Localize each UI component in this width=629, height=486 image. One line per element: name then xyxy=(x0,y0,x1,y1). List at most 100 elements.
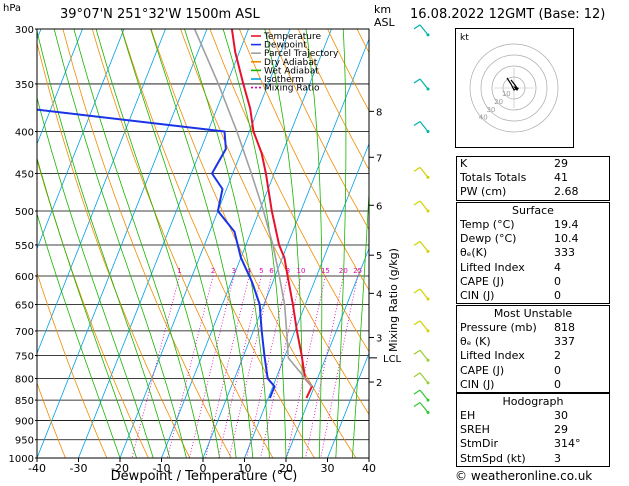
isotherm xyxy=(202,38,369,458)
wet-adiabat xyxy=(305,29,323,458)
mixing-ratio-label: 4 xyxy=(247,267,252,275)
wet-adiabat xyxy=(37,96,154,458)
most-unstable-table: Most Unstable Pressure (mb) 818 θₑ (K) 337… xyxy=(456,305,610,393)
km-label: km xyxy=(374,3,392,16)
mixing-ratio-label: 20 xyxy=(339,267,348,275)
mixing-ratio-line xyxy=(167,275,214,458)
wind-barb-dot xyxy=(426,297,430,301)
mu-row: CIN (J) 0 xyxy=(460,377,561,391)
km-tick-label: 7 xyxy=(376,153,382,164)
mu-row: Lifted Index 2 xyxy=(460,349,561,363)
hodograph-unit: kt xyxy=(460,33,469,43)
pressure-unit-label: hPa xyxy=(3,3,22,14)
mixing-ratio-line xyxy=(246,275,289,458)
wind-barb-flag xyxy=(413,288,421,294)
km-tick-label: 5 xyxy=(376,251,382,262)
surface-row: Temp (°C) 19.4 xyxy=(460,218,579,231)
pressure-tick-label: 700 xyxy=(15,327,34,338)
mixing-ratio-label: 1 xyxy=(177,267,181,275)
wind-barb xyxy=(419,402,429,413)
dry-adiabat xyxy=(150,29,357,458)
isotherm xyxy=(327,352,369,458)
grid-layer: 1 2 3 4 5 6 8 10 15 20 25 xyxy=(37,29,629,458)
surface-row: CIN (J) 0 xyxy=(460,288,561,302)
surface-table: Surface Temp (°C) 19.4 Dewp (°C) 10.4 θₑ(K… xyxy=(456,202,610,305)
dry-adiabat xyxy=(37,271,108,458)
surface-row: Lifted Index 4 xyxy=(460,260,561,274)
wind-barb-dot xyxy=(426,249,430,253)
mixing-ratio-label: 8 xyxy=(286,267,290,275)
temp-tick-label: 20 xyxy=(279,462,293,475)
legend-entry: Dry Adiabat xyxy=(264,58,318,68)
mu-row: Pressure (mb) 818 xyxy=(460,321,575,334)
wind-barb-flag xyxy=(413,166,421,172)
mixing-ratio-axis-label: Mixing Ratio (g/kg) xyxy=(387,248,400,352)
wind-barb-dot xyxy=(426,33,430,37)
dry-adiabat xyxy=(37,41,191,458)
wind-barb-dot xyxy=(426,329,430,333)
most-unstable-title: Most Unstable xyxy=(493,307,573,320)
pressure-tick-label: 1000 xyxy=(9,454,34,465)
mu-row: θₑ (K) 337 xyxy=(460,335,575,349)
wind-barb-dot xyxy=(426,410,430,414)
asl-label: ASL xyxy=(374,16,395,29)
wind-barb xyxy=(419,121,429,132)
series-layer xyxy=(37,29,313,399)
wind-barb-flag xyxy=(413,78,421,84)
isotherm xyxy=(161,29,332,458)
surface-row: Dewp (°C) 10.4 xyxy=(460,232,579,246)
temp-tick-label: 40 xyxy=(362,462,376,475)
mixing-ratio-line xyxy=(218,275,262,458)
mixing-ratio-line xyxy=(205,275,250,458)
dry-adiabat xyxy=(622,29,629,458)
wet-adiabat xyxy=(335,29,347,458)
pressure-tick-label: 650 xyxy=(15,301,34,312)
wind-barb-flag xyxy=(413,121,421,127)
legend-entry: Wet Adiabat xyxy=(264,66,319,76)
location-title: 39°07'N 251°32'W 1500m ASL xyxy=(60,7,260,22)
mixing-ratio-label: 3 xyxy=(232,267,236,275)
wet-adiabat xyxy=(37,212,121,458)
wet-adiabat xyxy=(37,29,171,458)
isotherm xyxy=(244,142,369,458)
wind-barb-dot xyxy=(426,87,430,91)
copyright: © weatheronline.co.uk xyxy=(455,469,593,483)
legend-entry: Dewpoint xyxy=(264,41,307,51)
wind-barb xyxy=(419,320,429,332)
wet-adiabat xyxy=(150,29,254,458)
wet-adiabat xyxy=(264,29,304,458)
datetime-title: 16.08.2022 12GMT (Base: 12) xyxy=(410,7,606,22)
wind-barb xyxy=(419,389,429,401)
dry-adiabat xyxy=(37,382,66,458)
mixing-ratio-line xyxy=(305,275,344,458)
wind-barb-flag xyxy=(413,372,421,378)
wind-barb xyxy=(419,167,429,178)
axis-layer: 3003504004505005506006507007508008509009… xyxy=(9,25,402,475)
indices-table: K 29 Totals Totals 41 PW (cm) 2.68 xyxy=(456,156,610,201)
dry-adiabat xyxy=(62,29,232,458)
temp-tick-label: -10 xyxy=(153,462,171,475)
hodograph-ring xyxy=(491,65,537,111)
wet-adiabat xyxy=(222,29,287,458)
temp-tick-label: 0 xyxy=(200,462,207,475)
series-parcel-trajectory xyxy=(193,29,313,387)
wind-barb-dot xyxy=(426,130,430,134)
wind-barb-flag xyxy=(413,320,421,326)
wet-adiabat xyxy=(352,185,369,458)
legend-entry: Mixing Ratio xyxy=(264,84,320,94)
mixing-ratio-line xyxy=(189,275,235,458)
wet-adiabat xyxy=(184,29,270,458)
wet-adiabat xyxy=(95,29,220,458)
hodograph-ring-label: 40 xyxy=(479,114,488,122)
wind-barb xyxy=(419,200,429,212)
wet-adiabat xyxy=(73,29,204,458)
temp-tick-label: -40 xyxy=(28,462,46,475)
wind-barb-flag xyxy=(413,401,421,407)
hodograph-table-title: Hodograph xyxy=(502,395,564,408)
index-row-k: K 29 xyxy=(460,157,568,170)
index-row-pw: PW (cm) 2.68 xyxy=(460,185,579,199)
dry-adiabat xyxy=(297,29,369,171)
wind-barb-dot xyxy=(426,381,430,385)
legend-entry: Parcel Trajectory xyxy=(264,49,339,59)
